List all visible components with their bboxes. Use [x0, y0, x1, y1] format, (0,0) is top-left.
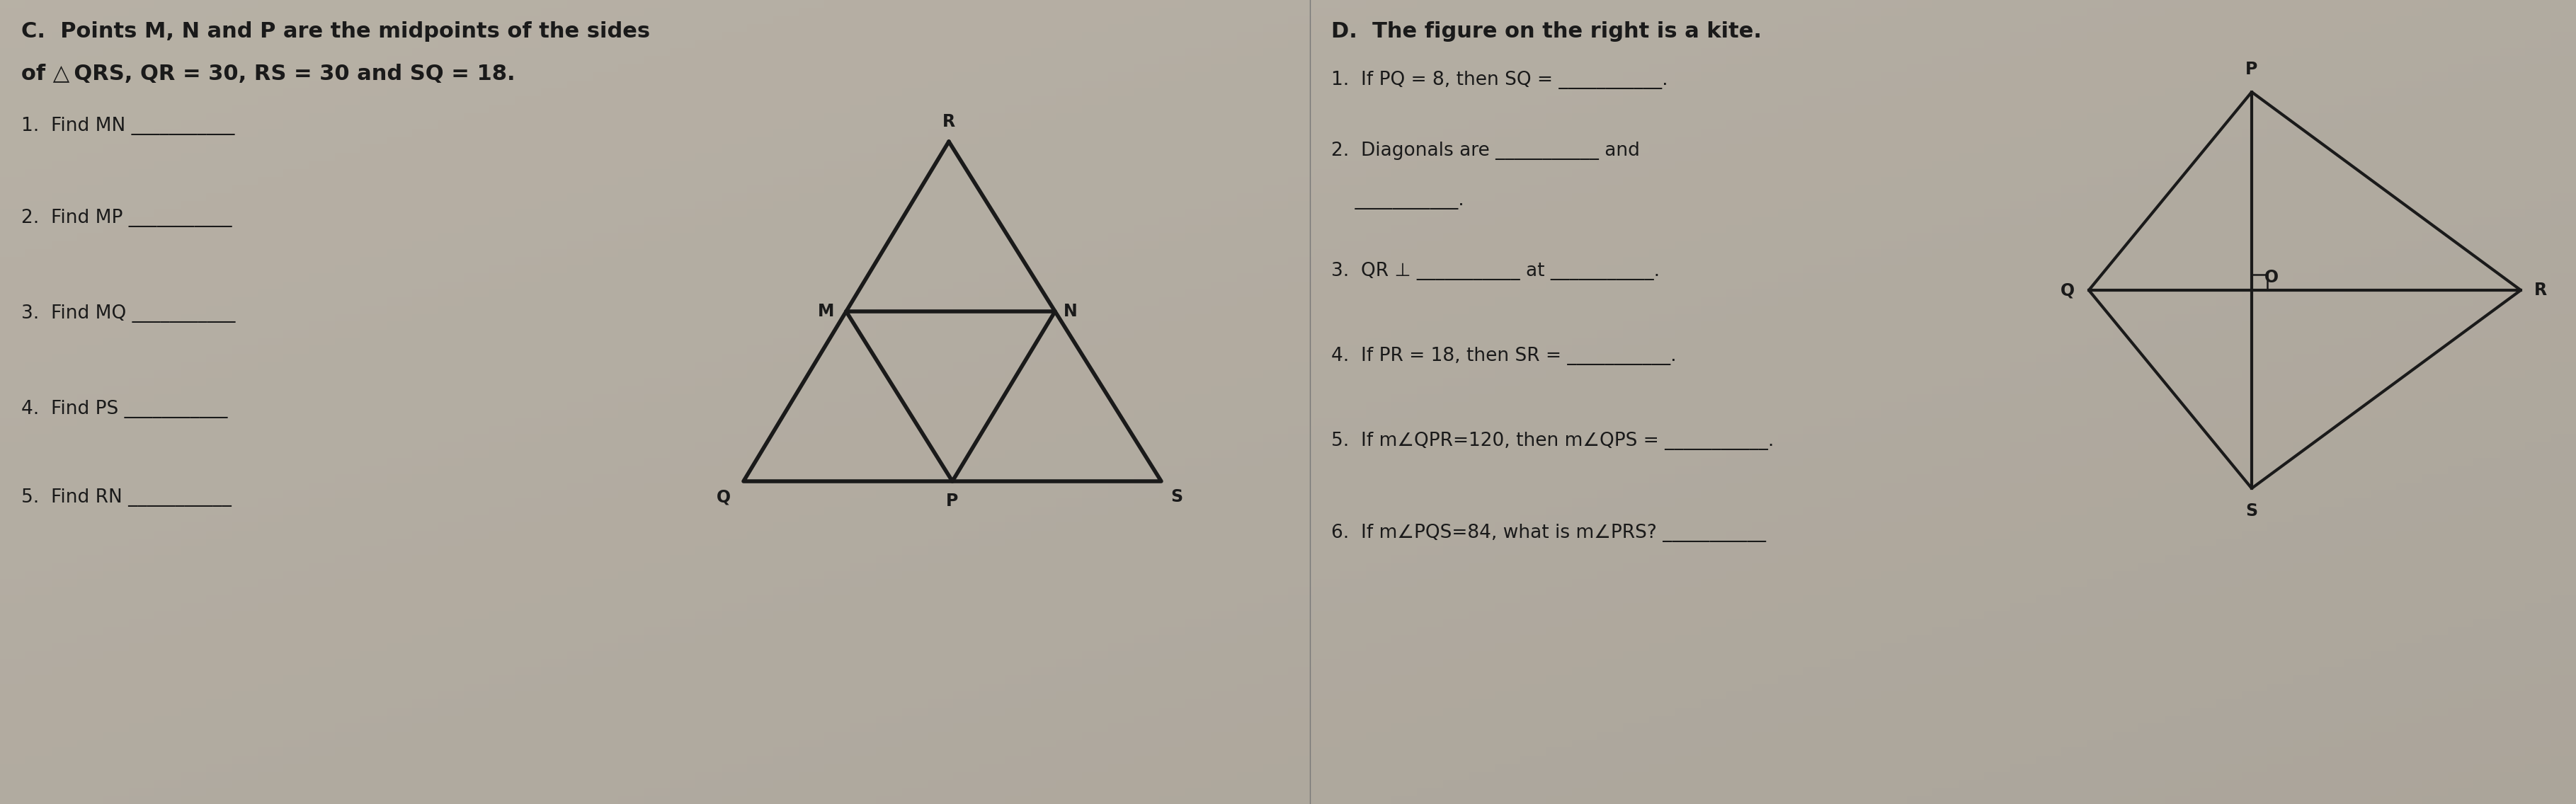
Text: 2.  Diagonals are ___________ and: 2. Diagonals are ___________ and — [1332, 142, 1641, 160]
Text: O: O — [2264, 269, 2280, 286]
Text: 4.  Find PS ___________: 4. Find PS ___________ — [21, 400, 227, 418]
Text: 1.  Find MN ___________: 1. Find MN ___________ — [21, 117, 234, 135]
Text: D.  The figure on the right is a kite.: D. The figure on the right is a kite. — [1332, 21, 1762, 42]
Text: Q: Q — [716, 488, 732, 506]
Text: P: P — [945, 493, 958, 510]
Text: S: S — [1170, 488, 1182, 506]
Text: 3.  QR ⊥ ___________ at ___________.: 3. QR ⊥ ___________ at ___________. — [1332, 262, 1659, 281]
Text: Q: Q — [2061, 281, 2074, 298]
Text: M: M — [819, 303, 835, 320]
Text: 2.  Find MP ___________: 2. Find MP ___________ — [21, 209, 232, 228]
Text: 1.  If PQ = 8, then SQ = ___________.: 1. If PQ = 8, then SQ = ___________. — [1332, 71, 1669, 89]
Text: S: S — [2246, 502, 2257, 519]
Text: 5.  If m∠QPR=120, then m∠QPS = ___________.: 5. If m∠QPR=120, then m∠QPS = __________… — [1332, 432, 1775, 450]
Text: R: R — [943, 113, 956, 130]
Text: ___________.: ___________. — [1332, 191, 1463, 210]
Text: of △ QRS, QR = 30, RS = 30 and SQ = 18.: of △ QRS, QR = 30, RS = 30 and SQ = 18. — [21, 64, 515, 84]
Text: 5.  Find RN ___________: 5. Find RN ___________ — [21, 488, 232, 507]
Text: N: N — [1064, 303, 1077, 320]
Text: R: R — [2535, 281, 2548, 298]
Text: C.  Points M, N and P are the midpoints of the sides: C. Points M, N and P are the midpoints o… — [21, 21, 649, 42]
Text: 6.  If m∠PQS=84, what is m∠PRS? ___________: 6. If m∠PQS=84, what is m∠PRS? _________… — [1332, 523, 1767, 542]
Text: 4.  If PR = 18, then SR = ___________.: 4. If PR = 18, then SR = ___________. — [1332, 347, 1677, 365]
Text: P: P — [2246, 61, 2257, 78]
Text: 3.  Find MQ ___________: 3. Find MQ ___________ — [21, 305, 234, 322]
